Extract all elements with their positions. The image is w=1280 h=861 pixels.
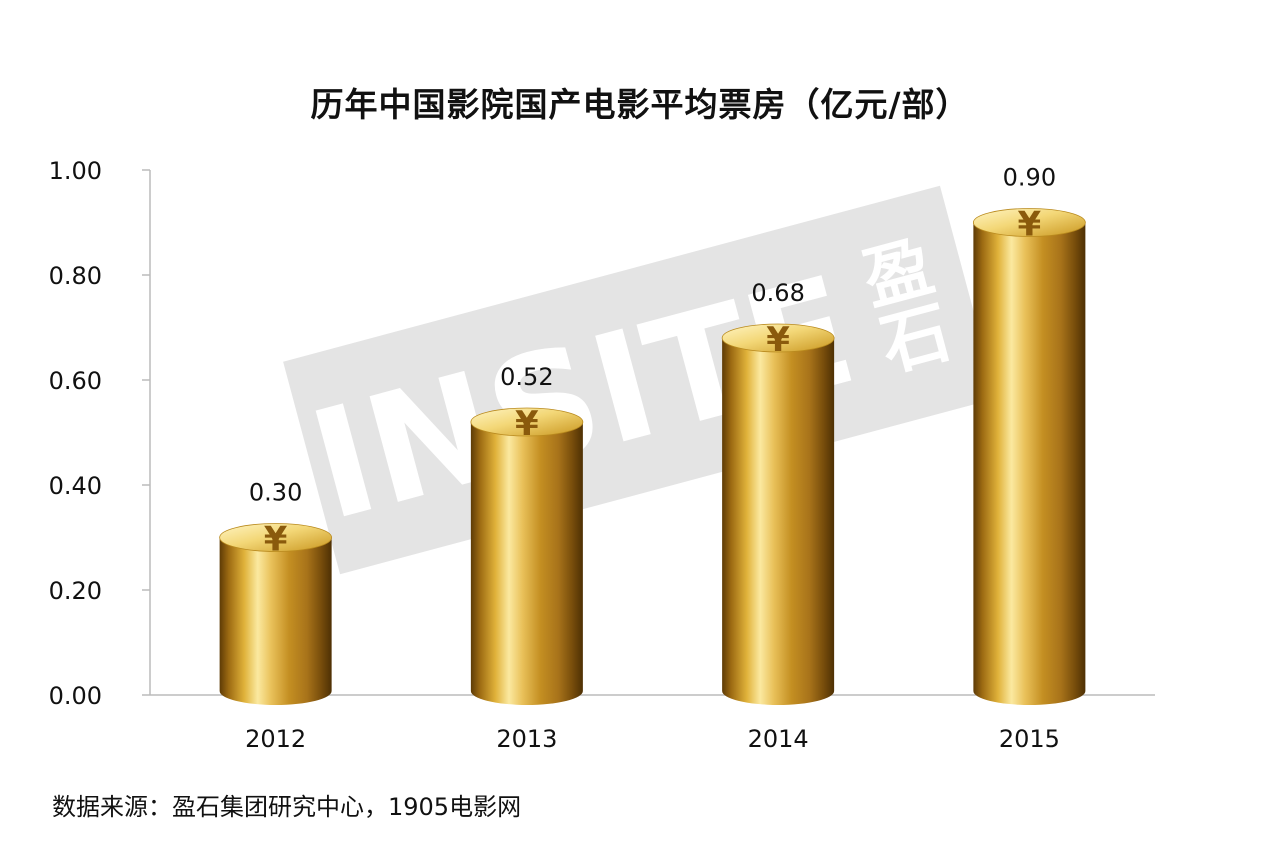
watermark: INSITE 盈石 <box>283 185 997 575</box>
bar-body <box>722 338 835 705</box>
chart-title: 历年中国影院国产电影平均票房（亿元/部） <box>310 85 970 124</box>
watermark-banner <box>283 185 997 575</box>
y-tick-label: 0.80 <box>49 262 102 290</box>
value-label: 0.68 <box>751 279 804 307</box>
x-tick-label: 2013 <box>496 725 557 753</box>
value-label: 0.30 <box>249 479 302 507</box>
bar-2012: ¥0.30 2012 <box>219 479 333 753</box>
yuan-icon: ¥ <box>1018 205 1042 245</box>
y-tick-label: 0.40 <box>49 472 102 500</box>
yuan-icon: ¥ <box>264 520 288 560</box>
yuan-icon: ¥ <box>515 404 539 444</box>
bar-body <box>219 537 332 705</box>
x-tick-label: 2012 <box>245 725 306 753</box>
bar-2014: ¥0.68 2014 <box>721 279 835 753</box>
value-label: 0.52 <box>500 363 553 391</box>
y-axis-ticks: 0.00 0.20 0.40 0.60 0.80 1.00 <box>49 157 150 710</box>
y-tick-label: 1.00 <box>49 157 102 185</box>
bar-2015: ¥0.90 2015 <box>972 164 1086 753</box>
bar-top <box>721 323 835 353</box>
y-tick-label: 0.00 <box>49 682 102 710</box>
y-tick-label: 0.20 <box>49 577 102 605</box>
x-tick-label: 2015 <box>999 725 1060 753</box>
bar-2013: ¥0.52 2013 <box>470 363 584 753</box>
bar-top <box>219 523 333 552</box>
y-tick-label: 0.60 <box>49 367 102 395</box>
bar-top <box>470 407 584 437</box>
bars: ¥0.30 2012 ¥0.52 2013 ¥0.68 2014 ¥0.90 2015 <box>219 164 1086 753</box>
bar-body <box>470 422 583 705</box>
value-label: 0.90 <box>1003 164 1056 192</box>
source-note: 数据来源：盈石集团研究中心，1905电影网 <box>52 793 522 821</box>
x-tick-label: 2014 <box>748 725 809 753</box>
bar-body <box>973 222 1086 705</box>
yuan-icon: ¥ <box>766 320 790 360</box>
bar-top <box>972 208 1086 237</box>
